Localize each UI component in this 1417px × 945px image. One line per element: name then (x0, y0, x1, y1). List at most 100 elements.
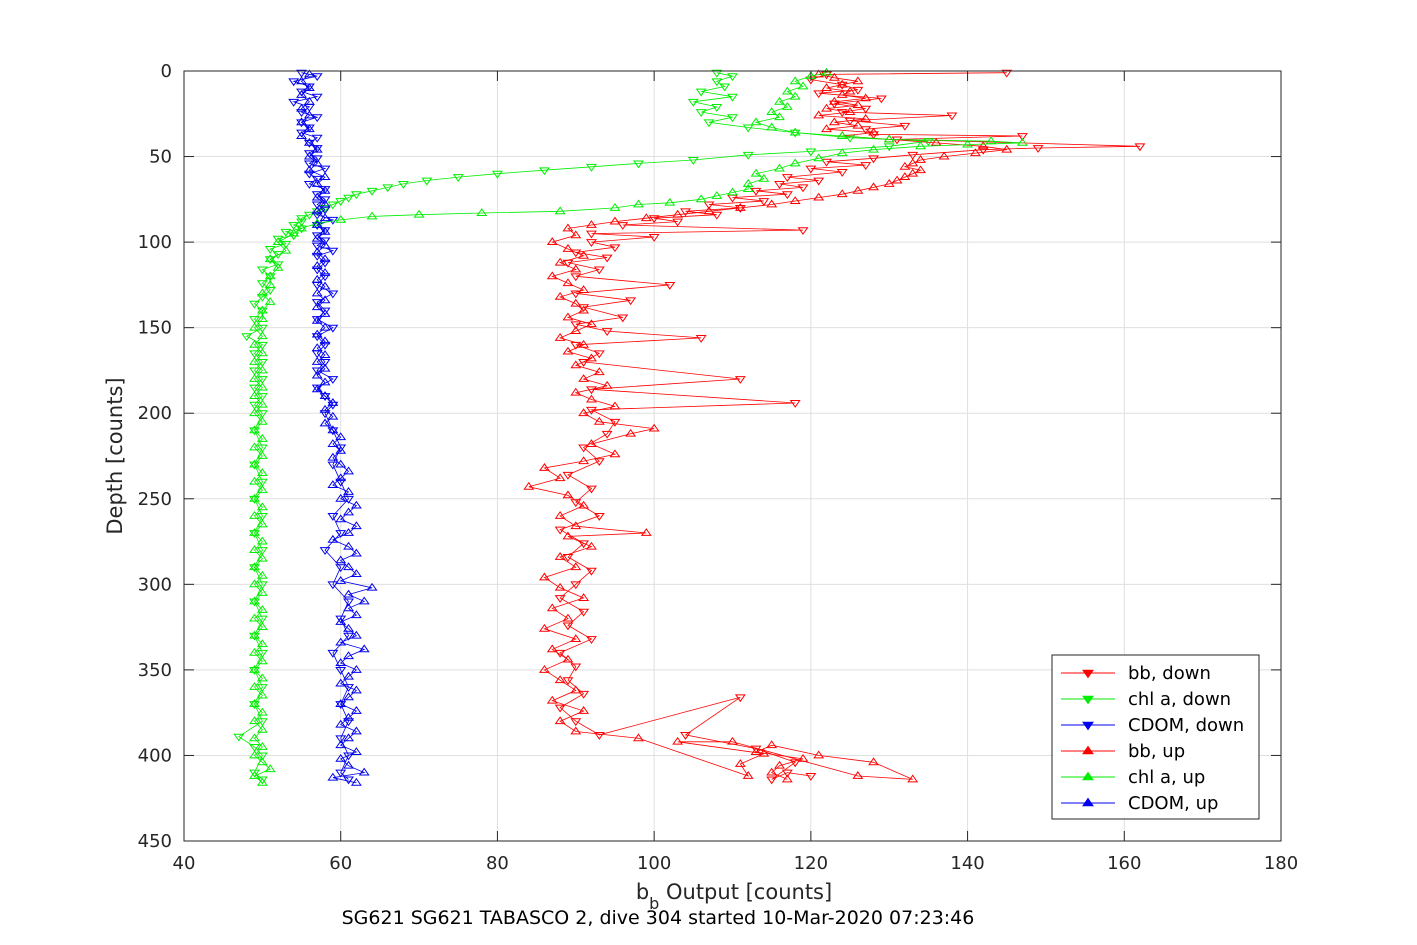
data-point (272, 251, 284, 260)
data-point (311, 206, 323, 215)
data-point (256, 581, 268, 590)
data-point (781, 174, 793, 183)
data-point (727, 114, 738, 123)
data-point (296, 88, 307, 97)
data-point (256, 553, 268, 562)
data-point (813, 90, 825, 99)
data-point (311, 274, 323, 283)
data-point (256, 485, 268, 494)
data-point (570, 718, 582, 727)
data-point (852, 86, 864, 95)
data-point (335, 555, 347, 564)
data-point (311, 155, 323, 164)
legend-entry: chl a, up (1128, 767, 1205, 788)
data-point (758, 748, 770, 757)
data-point (256, 615, 268, 624)
data-point (821, 103, 832, 112)
data-point (350, 191, 362, 200)
legend-entry: CDOM, down (1128, 715, 1244, 736)
data-point (554, 257, 566, 266)
data-point (836, 90, 848, 98)
data-point (969, 148, 981, 157)
data-point (256, 718, 268, 727)
data-point (578, 250, 590, 259)
data-point (249, 316, 260, 325)
data-point (335, 637, 347, 646)
data-point (264, 273, 276, 282)
data-point (311, 384, 323, 393)
data-point (303, 124, 315, 133)
data-point (319, 393, 331, 402)
data-point (311, 252, 323, 261)
data-point (272, 237, 284, 246)
data-point (327, 376, 339, 384)
data-point (249, 495, 260, 504)
data-point (578, 339, 590, 348)
data-point (562, 244, 574, 252)
data-point (538, 623, 550, 632)
data-point (946, 112, 958, 121)
data-point (742, 124, 754, 133)
data-point (774, 96, 785, 105)
data-point (343, 733, 355, 742)
data-point (821, 67, 832, 76)
data-point (256, 468, 268, 477)
data-point (256, 519, 268, 528)
data-point (256, 433, 268, 442)
data-point (288, 222, 300, 230)
data-point (319, 281, 331, 290)
data-point (249, 562, 260, 571)
data-point (695, 335, 707, 343)
data-point (538, 463, 550, 471)
data-point (562, 223, 574, 232)
data-point (350, 747, 362, 755)
data-point (256, 478, 268, 487)
data-point (734, 204, 746, 213)
data-point (319, 259, 331, 268)
data-point (343, 507, 355, 516)
data-point (296, 131, 307, 139)
data-point (296, 109, 307, 117)
data-point (554, 473, 566, 482)
data-point (868, 757, 879, 766)
data-point (836, 131, 848, 139)
data-point (578, 285, 590, 293)
data-point (264, 246, 276, 254)
data-point (844, 117, 856, 126)
data-point (907, 151, 919, 160)
legend-marker (1082, 745, 1094, 755)
data-point (593, 416, 605, 425)
data-point (578, 706, 590, 714)
data-point (860, 113, 872, 122)
data-point (781, 774, 793, 783)
data-point (554, 206, 566, 215)
data-point (491, 170, 503, 179)
data-point (319, 237, 331, 246)
data-point (249, 384, 260, 393)
data-point (249, 300, 260, 309)
data-point (327, 247, 339, 256)
data-point (1032, 145, 1044, 153)
data-point (883, 143, 895, 152)
data-point (249, 769, 260, 778)
data-point (538, 572, 550, 581)
data-point (586, 220, 597, 228)
data-point (319, 185, 331, 194)
data-point (256, 605, 268, 613)
data-point (915, 141, 927, 150)
data-point (311, 315, 323, 324)
data-point (249, 350, 260, 359)
legend-entry: chl a, down (1128, 689, 1231, 710)
data-point (828, 117, 840, 126)
data-point (327, 649, 339, 658)
data-point (452, 174, 464, 183)
legend-entry: bb, down (1128, 663, 1211, 684)
data-point (249, 510, 260, 519)
data-point (758, 173, 770, 182)
data-point (343, 528, 355, 536)
data-point (256, 777, 268, 786)
data-point (249, 630, 260, 639)
data-point (256, 690, 268, 699)
data-point (249, 632, 260, 641)
data-point (586, 230, 597, 239)
